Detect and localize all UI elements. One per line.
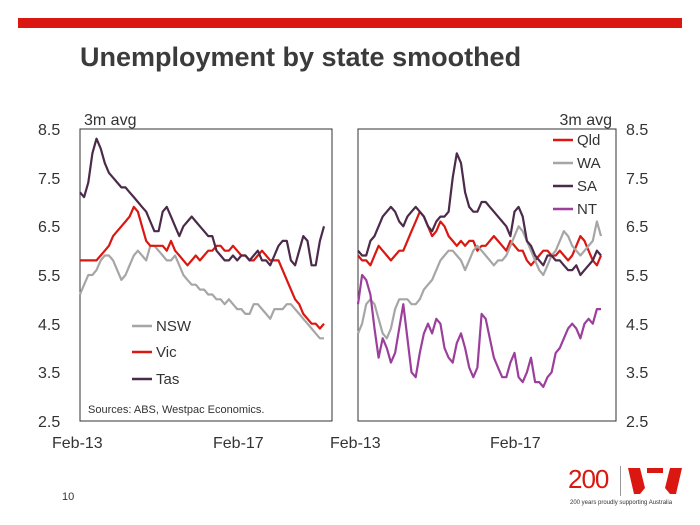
- left-y-tick: 6.5: [38, 219, 60, 236]
- left-y-tick: 8.5: [38, 122, 60, 139]
- left-y-tick: 7.5: [38, 171, 60, 188]
- legend-label-qld: Qld: [577, 132, 600, 149]
- top-accent-bar: [18, 18, 682, 28]
- right-y-axis: 8.5 7.5 6.5 5.5 4.5 3.5 2.5: [626, 122, 648, 431]
- right-x-tick: Feb-17: [490, 435, 541, 452]
- legend-label-tas: Tas: [156, 371, 179, 388]
- left-x-tick: Feb-17: [213, 435, 264, 452]
- right-y-tick: 3.5: [626, 365, 648, 382]
- right-y-tick: 4.5: [626, 317, 648, 334]
- right-unit-label: 3m avg: [560, 112, 612, 129]
- series-line-sa: [357, 152, 602, 277]
- right-series-group: [356, 152, 603, 388]
- series-line-nt: [356, 273, 601, 388]
- left-x-tick: Feb-13: [52, 435, 103, 452]
- left-y-tick: 2.5: [38, 414, 60, 431]
- legend-label-vic: Vic: [156, 344, 177, 361]
- right-legend: Qld WA SA NT: [553, 132, 601, 218]
- right-y-tick: 2.5: [626, 414, 648, 431]
- series-line-vic: [80, 205, 325, 330]
- legend-label-nt: NT: [577, 201, 597, 218]
- series-line-tas: [79, 137, 326, 267]
- logo-200-text: 200: [568, 464, 609, 494]
- series-line-qld: [357, 210, 603, 267]
- right-y-tick: 7.5: [626, 171, 648, 188]
- left-y-tick: 3.5: [38, 365, 60, 382]
- right-y-tick: 5.5: [626, 268, 648, 285]
- left-y-tick: 4.5: [38, 317, 60, 334]
- legend-label-wa: WA: [577, 155, 601, 172]
- legend-label-sa: SA: [577, 178, 597, 195]
- westpac-w-icon: [628, 468, 682, 494]
- page-title: Unemployment by state smoothed: [80, 42, 522, 72]
- legend-label-nsw: NSW: [156, 318, 192, 335]
- series-line-nsw: [78, 244, 324, 340]
- left-legend: NSW Vic Tas: [132, 318, 192, 388]
- logo-divider: [620, 466, 621, 496]
- westpac-200-logo: 200 200 years proudly supporting Austral…: [568, 462, 688, 514]
- left-unit-label: 3m avg: [84, 112, 136, 129]
- right-x-tick: Feb-13: [330, 435, 381, 452]
- left-y-tick: 5.5: [38, 268, 60, 285]
- right-y-tick: 8.5: [626, 122, 648, 139]
- left-y-axis: 8.5 7.5 6.5 5.5 4.5 3.5 2.5: [38, 122, 60, 431]
- source-note: Sources: ABS, Westpac Economics.: [88, 404, 264, 416]
- right-chart-frame: [357, 128, 617, 422]
- series-line-wa: [356, 220, 603, 340]
- right-y-tick: 6.5: [626, 219, 648, 236]
- logo-tagline: 200 years proudly supporting Australia: [570, 500, 673, 506]
- left-chart-frame: [79, 128, 333, 422]
- page-number: 10: [62, 491, 75, 503]
- left-series-group: [78, 137, 326, 340]
